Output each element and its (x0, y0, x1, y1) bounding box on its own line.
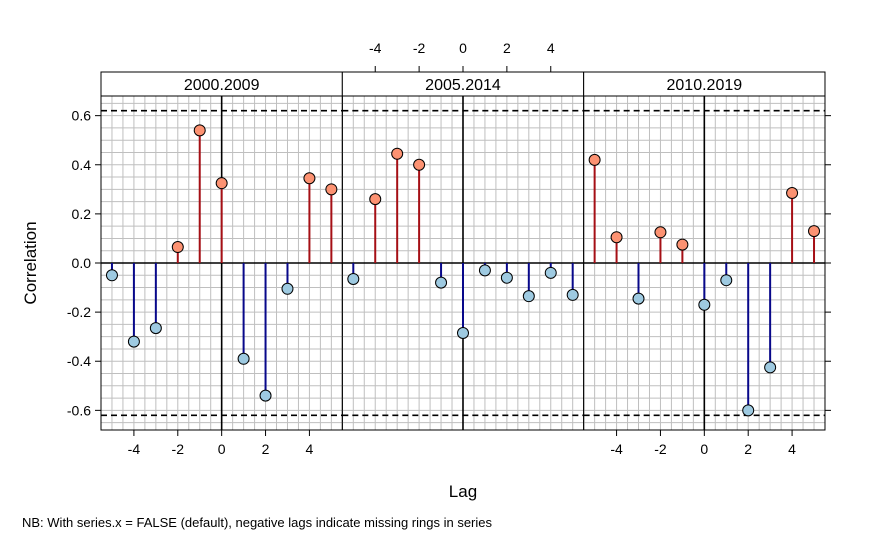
x-tick-label: 4 (788, 441, 796, 457)
point-lag--1 (676, 238, 689, 251)
strip (100, 71, 343, 97)
x-tick-label: -2 (172, 441, 185, 457)
x-tick-label: 4 (547, 40, 555, 56)
point-lag-0 (215, 177, 228, 190)
strip-label: 2005.2014 (425, 77, 501, 94)
x-tick-label: -4 (610, 441, 623, 457)
panel-2000.2009 (100, 71, 343, 436)
y-axis-label: Correlation (21, 221, 40, 304)
point-lag--5 (588, 153, 601, 166)
y-tick-label: -0.2 (67, 304, 91, 320)
point-lag--3 (391, 147, 404, 160)
x-tick-label: -2 (413, 40, 426, 56)
y-tick-label: 0.0 (72, 255, 92, 271)
point-lag-3 (764, 361, 777, 374)
point-lag-2 (259, 389, 272, 402)
point-lag--3 (632, 292, 645, 305)
point-lag-0 (456, 326, 469, 339)
y-tick-label: -0.6 (67, 402, 91, 418)
x-tick-label: 0 (218, 441, 226, 457)
point-lag-5 (808, 225, 821, 238)
point-lag-0 (698, 298, 711, 311)
x-tick-label: 2 (744, 441, 752, 457)
point-lag--1 (193, 124, 206, 137)
point-lag-4 (544, 266, 557, 279)
point-lag-2 (500, 271, 513, 284)
point-lag--3 (149, 322, 162, 335)
x-tick-label: -2 (654, 441, 667, 457)
point-lag--4 (610, 231, 623, 244)
point-lag--5 (105, 269, 118, 282)
strip-label: 2010.2019 (667, 77, 743, 94)
point-lag--2 (171, 241, 184, 254)
point-lag--5 (347, 272, 360, 285)
y-tick-label: 0.2 (72, 206, 92, 222)
y-tick-label: 0.6 (72, 108, 92, 124)
point-lag-1 (237, 352, 250, 365)
point-lag-3 (522, 290, 535, 303)
point-lag--2 (654, 226, 667, 239)
x-tick-label: 2 (503, 40, 511, 56)
point-lag-1 (720, 274, 733, 287)
point-lag--4 (127, 335, 140, 348)
point-lag--4 (369, 193, 382, 206)
x-axis-label: Lag (449, 482, 477, 501)
point-lag-4 (786, 187, 799, 200)
point-lag-1 (478, 264, 491, 277)
point-lag-3 (281, 282, 294, 295)
strip (583, 71, 826, 97)
point-lag-4 (303, 172, 316, 185)
panel-2005.2014 (341, 66, 585, 431)
footnote: NB: With series.x = FALSE (default), neg… (22, 515, 493, 530)
point-lag-5 (566, 288, 579, 301)
y-tick-label: 0.4 (72, 157, 92, 173)
x-tick-label: -4 (369, 40, 382, 56)
strip-label: 2000.2009 (184, 77, 260, 94)
x-tick-label: 0 (459, 40, 467, 56)
x-tick-label: 0 (700, 441, 708, 457)
point-lag--1 (435, 276, 448, 289)
x-tick-label: -4 (128, 441, 141, 457)
panel-2010.2019 (583, 71, 826, 436)
y-tick-label: -0.4 (67, 353, 91, 369)
x-tick-label: 4 (306, 441, 314, 457)
x-tick-label: 2 (262, 441, 270, 457)
point-lag--2 (413, 158, 426, 171)
point-lag-2 (742, 404, 755, 417)
point-lag-5 (325, 183, 338, 196)
